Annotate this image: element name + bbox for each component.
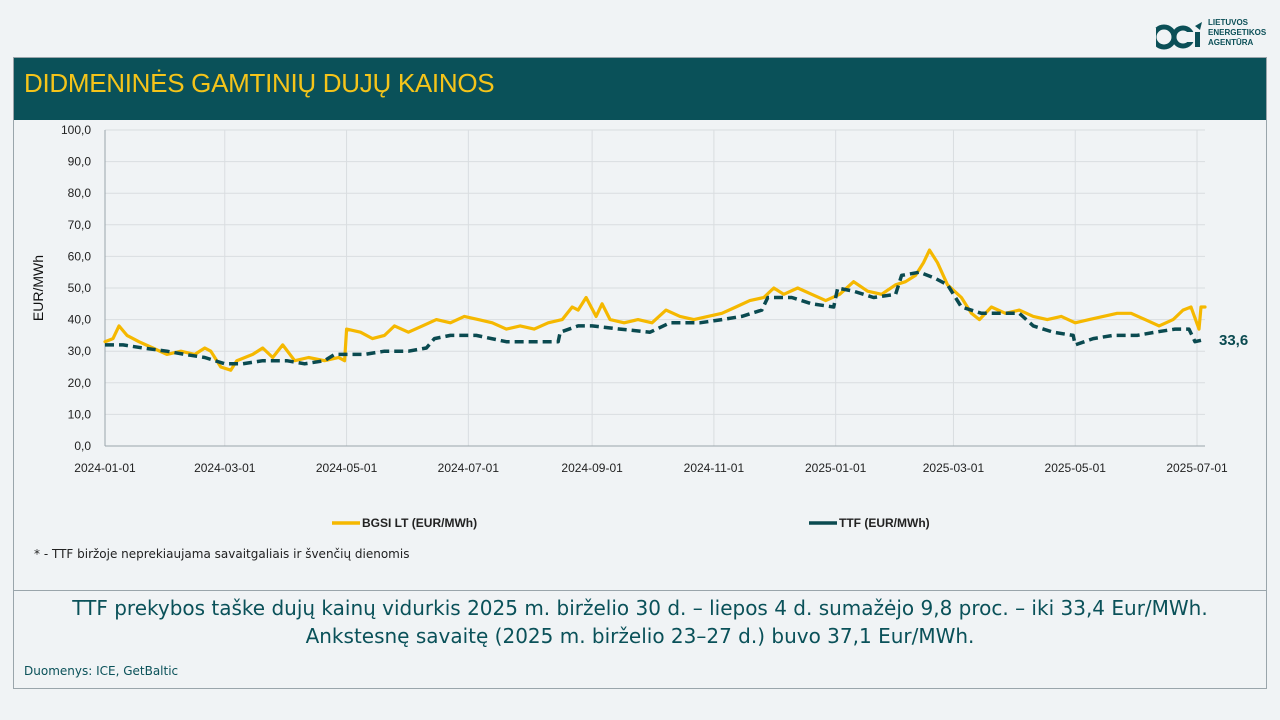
x-tick-label: 2025-05-01 <box>1045 461 1107 475</box>
ttf-series-line <box>105 270 1204 366</box>
section-divider <box>14 590 1266 591</box>
page-title: DIDMENINĖS GAMTINIŲ DUJŲ KAINOS <box>24 68 495 98</box>
summary-text: TTF prekybos taške dujų kainų vidurkis 2… <box>14 594 1266 650</box>
bgsi-series-line <box>103 248 1207 372</box>
y-tick-label: 70,0 <box>68 218 92 232</box>
y-tick-label: 60,0 <box>68 249 92 263</box>
x-tick-label: 2024-03-01 <box>194 461 256 475</box>
y-tick-label: 50,0 <box>68 281 92 295</box>
y-tick-label: 90,0 <box>68 155 92 169</box>
summary-line-1: TTF prekybos taške dujų kainų vidurkis 2… <box>72 596 1208 620</box>
x-tick-label: 2024-07-01 <box>438 461 500 475</box>
summary-line-2: Ankstesnę savaitę (2025 m. birželio 23–2… <box>305 624 975 648</box>
agency-logo: LIETUVOS ENERGETIKOS AGENTŪRA <box>1150 18 1270 52</box>
y-tick-label: 10,0 <box>68 407 92 421</box>
logo-line-3: AGENTŪRA <box>1208 38 1254 47</box>
x-tick-label: 2024-05-01 <box>316 461 378 475</box>
x-tick-label: 2024-09-01 <box>561 461 623 475</box>
slide-frame: DIDMENINĖS GAMTINIŲ DUJŲ KAINOS 0,0 10,0 2… <box>13 57 1267 689</box>
logo-line-2: ENERGETIKOS <box>1208 28 1267 37</box>
data-source: Duomenys: ICE, GetBaltic <box>24 664 179 678</box>
legend-label-bgsi: BGSI LT (EUR/MWh) <box>362 516 477 530</box>
x-tick-label: 2025-07-01 <box>1166 461 1228 475</box>
ttf-end-value-label: 33,6 <box>1219 332 1248 349</box>
logo-icon <box>1150 22 1202 50</box>
y-tick-label: 100,0 <box>61 123 91 137</box>
y-tick-label: 20,0 <box>68 376 92 390</box>
y-tick-label: 30,0 <box>68 344 92 358</box>
x-tick-label: 2025-03-01 <box>923 461 985 475</box>
x-tick-label: 2024-01-01 <box>74 461 136 475</box>
logo-text: LIETUVOS ENERGETIKOS AGENTŪRA <box>1208 18 1266 48</box>
logo-line-1: LIETUVOS <box>1208 18 1249 27</box>
legend-label-ttf: TTF (EUR/MWh) <box>839 516 930 530</box>
line-chart: 0,0 10,0 20,0 30,0 40,0 50,0 60,0 70,0 80,0 90,0 1… <box>30 123 1248 530</box>
y-axis-label: EUR/MWh <box>30 255 46 321</box>
x-tick-label: 2024-11-01 <box>684 461 745 475</box>
x-tick-label: 2025-01-01 <box>805 461 867 475</box>
y-tick-label: 0,0 <box>74 439 91 453</box>
header-bar: DIDMENINĖS GAMTINIŲ DUJŲ KAINOS <box>14 58 1266 120</box>
y-tick-label: 40,0 <box>68 313 92 327</box>
footnote: * - TTF biržoje neprekiaujama savaitgali… <box>34 547 410 561</box>
y-tick-label: 80,0 <box>68 186 92 200</box>
